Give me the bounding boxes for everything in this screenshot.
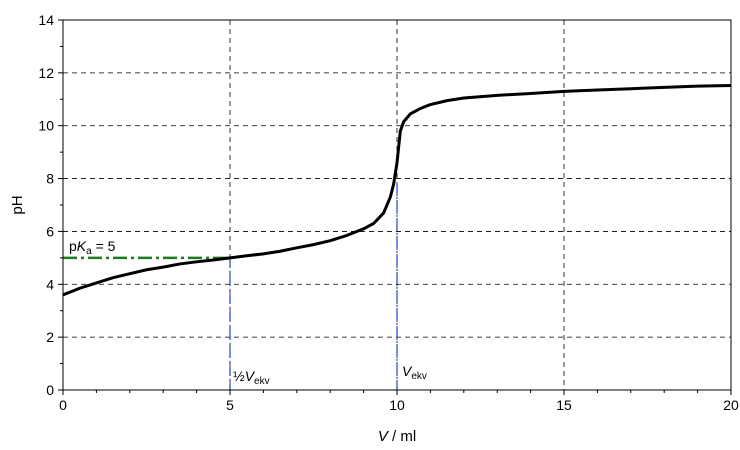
x-tick-label: 15: [556, 397, 572, 413]
x-axis-label-symbol: V: [378, 428, 390, 445]
series-layer: [62, 84, 732, 297]
y-tick-label: 4: [46, 276, 54, 292]
titration-curve: [62, 84, 732, 297]
eq-subscript: ekv: [411, 371, 427, 382]
y-tick-label: 10: [38, 118, 54, 134]
pka-prefix: p: [69, 238, 77, 254]
x-tick-label: 20: [723, 397, 739, 413]
y-tick-label: 0: [46, 382, 54, 398]
x-tick-label: 10: [389, 397, 405, 413]
plot-frame: [58, 19, 732, 395]
y-tick-label: 2: [46, 329, 54, 345]
y-tick-label: 6: [46, 223, 54, 239]
y-tick-label: 14: [38, 12, 54, 28]
x-tick-label: 5: [226, 397, 234, 413]
pka-suffix: = 5: [92, 238, 116, 254]
half-eq-symbol: V: [245, 368, 256, 384]
y-tick-label: 12: [38, 65, 54, 81]
half-eq-prefix: ½: [233, 368, 245, 384]
pka-annotation: pKa = 5: [69, 238, 116, 257]
pka-symbol: K: [77, 238, 87, 254]
pka-subscript: a: [86, 246, 92, 257]
equivalence-label: Vekv: [402, 363, 427, 382]
eq-symbol: V: [402, 363, 413, 379]
half-equivalence-label: ½Vekv: [233, 368, 270, 387]
x-axis-label: V / ml: [378, 428, 416, 445]
half-eq-subscript: ekv: [254, 376, 270, 387]
reference-lines: [63, 183, 398, 390]
tick-labels: 0 2 4 6 8 10 12 14 0 5 10 15 20: [38, 12, 739, 413]
x-axis-label-unit: / ml: [388, 428, 416, 445]
y-axis-label: pH: [9, 195, 26, 214]
y-tick-label: 8: [46, 171, 54, 187]
x-tick-label: 0: [59, 397, 67, 413]
